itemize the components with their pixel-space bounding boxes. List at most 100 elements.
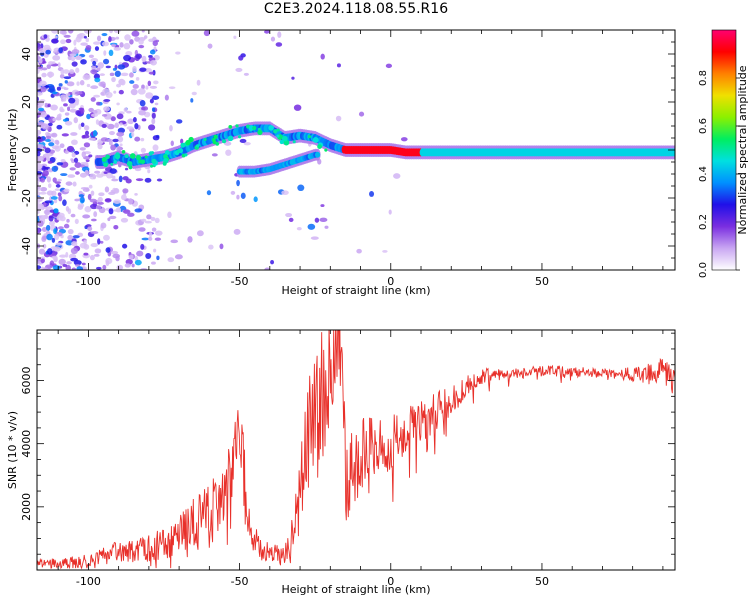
- noise-mark: [230, 190, 236, 195]
- noise-mark: [145, 92, 154, 99]
- noise-mark: [67, 106, 71, 112]
- noise-mark: [206, 190, 212, 196]
- band-speckle: [245, 124, 251, 129]
- noise-mark: [58, 212, 65, 219]
- noise-mark: [129, 80, 135, 84]
- noise-mark: [61, 133, 69, 137]
- noise-mark: [144, 220, 152, 224]
- noise-mark: [52, 91, 58, 95]
- band-speckle: [129, 153, 136, 159]
- x-tick-label: -50: [231, 575, 249, 588]
- noise-mark: [95, 266, 102, 270]
- noise-mark: [94, 46, 100, 51]
- noise-mark: [87, 193, 92, 200]
- noise-mark: [149, 98, 154, 104]
- noise-mark: [224, 141, 232, 146]
- noise-mark: [98, 192, 105, 197]
- noise-mark: [56, 114, 61, 121]
- noise-mark: [151, 118, 156, 125]
- noise-mark: [97, 62, 104, 69]
- band-speckle: [273, 129, 278, 134]
- noise-mark: [50, 104, 58, 111]
- noise-mark: [115, 207, 122, 213]
- noise-mark: [122, 188, 129, 194]
- noise-mark: [236, 194, 240, 200]
- noise-mark: [131, 30, 140, 37]
- noise-mark: [76, 81, 80, 86]
- noise-mark: [296, 227, 302, 231]
- noise-mark: [76, 266, 84, 270]
- band-speckle: [113, 160, 118, 164]
- noise-mark: [156, 255, 160, 261]
- noise-mark: [314, 217, 320, 223]
- noise-mark: [70, 55, 76, 62]
- noise-mark: [69, 69, 75, 75]
- noise-mark: [88, 107, 94, 113]
- noise-mark: [50, 196, 58, 200]
- noise-mark: [37, 135, 41, 142]
- noise-mark: [291, 76, 295, 80]
- noise-mark: [70, 247, 78, 254]
- noise-mark: [108, 215, 117, 220]
- noise-mark: [52, 265, 61, 270]
- noise-mark: [104, 198, 112, 203]
- band-speckle: [317, 144, 322, 149]
- noise-mark: [82, 188, 90, 193]
- noise-mark: [132, 84, 139, 89]
- noise-mark: [69, 108, 77, 113]
- noise-mark: [136, 250, 144, 257]
- noise-mark: [111, 76, 116, 83]
- noise-mark: [110, 250, 119, 255]
- noise-mark: [127, 198, 134, 205]
- noise-mark: [243, 72, 249, 76]
- band-speckle: [203, 137, 207, 141]
- noise-mark: [103, 171, 108, 174]
- snr-frame: [36, 329, 676, 571]
- band-speckle: [184, 153, 188, 157]
- band-speckle: [252, 125, 257, 131]
- noise-mark: [109, 168, 117, 174]
- noise-mark: [37, 190, 41, 197]
- noise-mark: [281, 190, 289, 196]
- noise-mark: [170, 239, 179, 244]
- noise-mark: [393, 173, 401, 179]
- noise-mark: [154, 217, 160, 224]
- noise-mark: [90, 57, 99, 63]
- noise-mark: [72, 181, 77, 187]
- noise-mark: [63, 76, 72, 80]
- band-speckle: [227, 135, 234, 142]
- noise-mark: [134, 136, 141, 142]
- noise-mark: [154, 237, 162, 241]
- noise-mark: [44, 138, 51, 142]
- noise-mark: [48, 61, 54, 65]
- noise-mark: [115, 255, 120, 262]
- noise-mark: [80, 122, 85, 128]
- noise-mark: [90, 113, 98, 117]
- noise-mark: [44, 209, 50, 216]
- noise-mark: [141, 55, 147, 63]
- noise-mark: [154, 102, 159, 106]
- noise-mark: [196, 230, 204, 237]
- noise-mark: [59, 143, 65, 149]
- noise-mark: [37, 177, 40, 184]
- noise-mark: [150, 216, 156, 221]
- noise-mark: [151, 227, 157, 232]
- noise-mark: [108, 208, 114, 215]
- noise-mark: [51, 237, 56, 243]
- noise-mark: [60, 158, 66, 163]
- noise-mark: [369, 191, 375, 197]
- noise-mark: [149, 85, 158, 89]
- noise-mark: [94, 77, 101, 83]
- noise-mark: [196, 79, 201, 86]
- noise-mark: [288, 217, 294, 223]
- noise-mark: [109, 72, 115, 77]
- noise-mark: [127, 118, 134, 125]
- noise-mark: [51, 165, 58, 172]
- band-speckle: [121, 149, 126, 154]
- noise-mark: [44, 200, 52, 204]
- y-tick-label: 20: [20, 95, 33, 109]
- noise-mark: [139, 67, 147, 72]
- noise-mark: [93, 41, 101, 45]
- noise-mark: [233, 228, 241, 235]
